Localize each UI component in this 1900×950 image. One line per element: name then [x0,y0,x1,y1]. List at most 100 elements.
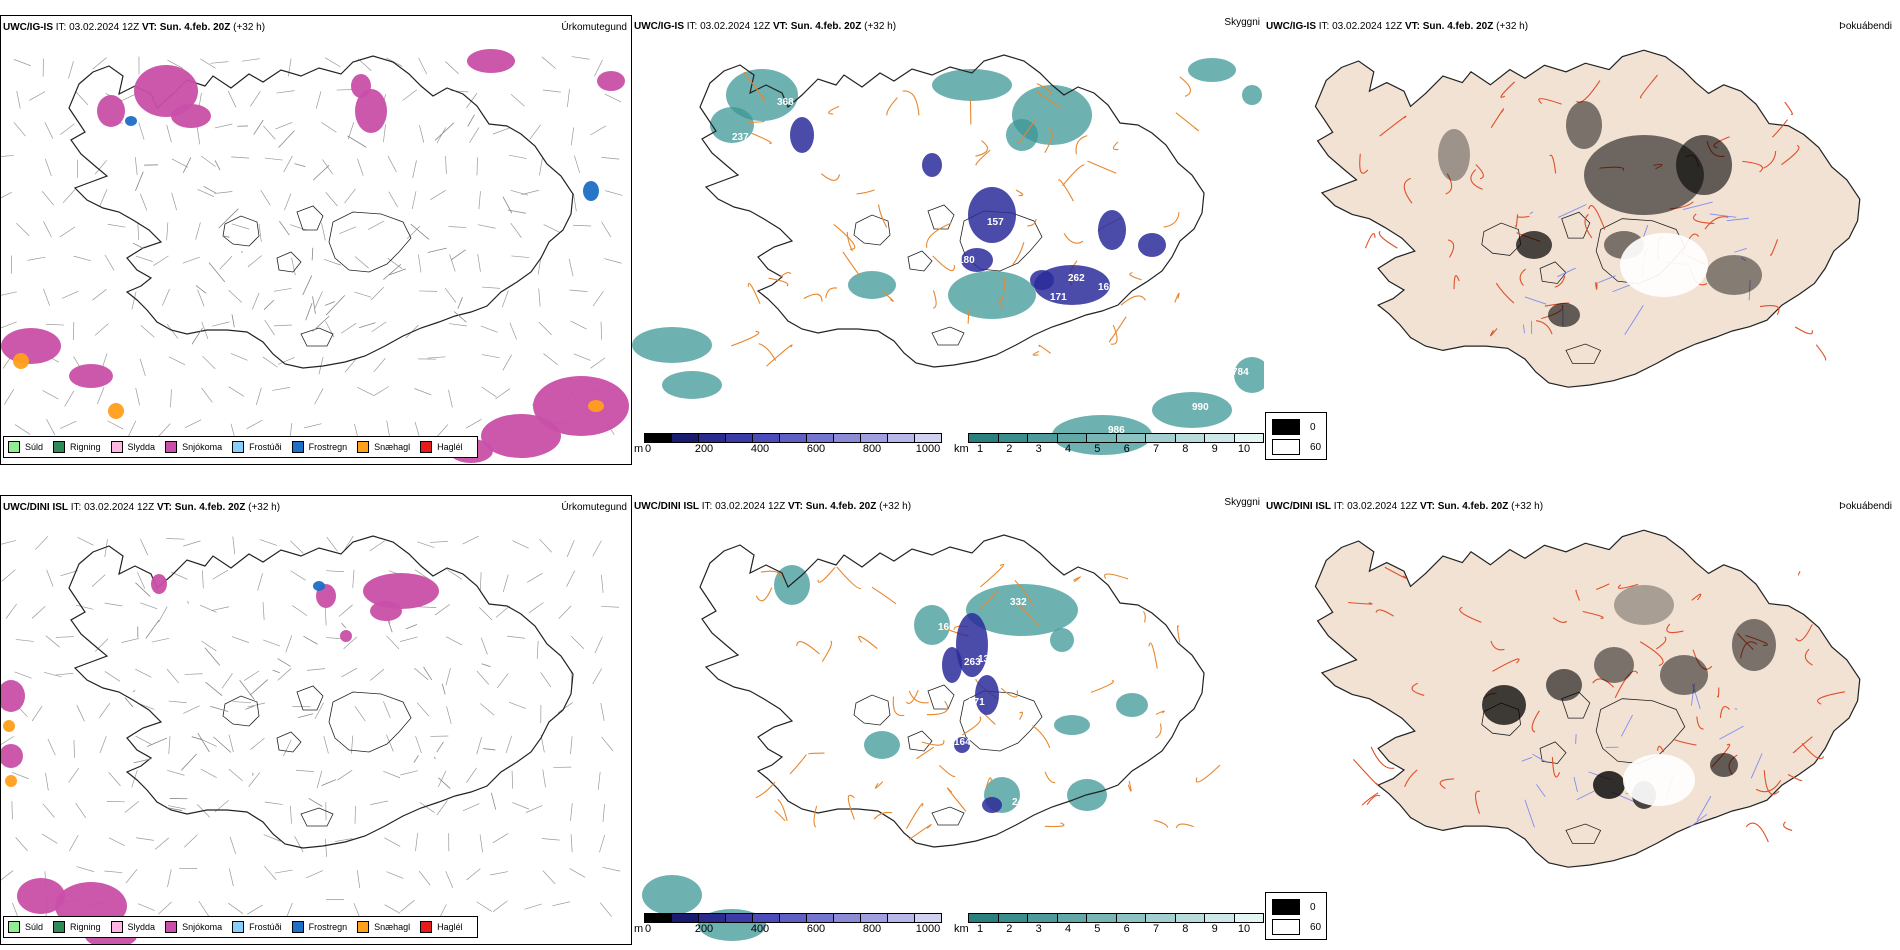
road-line [1062,164,1085,187]
wind-barb [399,636,418,642]
legend-label: Frostregn [308,442,348,452]
ceiling-area [961,248,993,272]
road-line [871,586,897,605]
wind-barb [198,900,209,917]
wind-barb [154,837,169,850]
wind-barb [140,325,155,338]
colorbar-step [1234,434,1263,442]
wind-barb [505,735,512,754]
wind-barb [570,834,573,853]
iceland-coastline [699,54,1205,368]
road-line [410,223,430,240]
road-line [921,740,945,746]
wind-barb [14,671,32,679]
legend-item: Frostregn [291,441,348,453]
road-line [886,97,898,116]
wind-barb [511,255,530,258]
wind-barb [27,256,46,261]
wind-barb [35,536,48,550]
wind-barb [337,769,353,781]
fog-index-area [1710,753,1738,777]
visibility-area [1116,693,1148,717]
wind-barb [325,192,338,207]
precip-area [134,65,198,117]
wind-barb [512,540,529,549]
wind-barb [476,670,490,685]
road-line [1795,624,1813,642]
fog-legend-2: 0 60 [1265,892,1327,940]
wind-barb [411,191,417,210]
wind-barb [276,90,295,94]
wind-barb [492,900,508,912]
wind-barb [481,286,500,289]
wind-barb [60,570,78,577]
wind-barb [338,604,353,617]
precip-area [171,104,211,128]
road-line [979,588,999,611]
visibility-area [774,565,810,605]
wind-barb [512,802,530,810]
wind-barb [339,226,357,235]
wind-barb [166,538,185,540]
wind-barb [263,639,281,647]
wind-barb [135,668,152,678]
road-line [147,737,168,747]
colorbar-step [888,434,915,442]
wind-barb [137,903,155,911]
wind-barb [538,321,552,336]
colorbar-tick-label: 600 [806,443,826,455]
road-line [881,290,894,302]
wind-barb [292,605,308,616]
road-line [214,160,221,171]
wind-barb [158,901,172,915]
road-line [1554,275,1566,288]
fog-dark-swatch [1272,899,1300,915]
panel-header: UWC/DINI ISL IT: 03.02.2024 12Z VT: Sun.… [634,501,912,512]
road-line [1781,144,1800,166]
wind-barb [228,768,243,782]
road-line [760,570,783,580]
wind-barb [592,540,602,557]
wind-barb [326,570,345,573]
road-line [768,277,789,287]
legend-swatch [420,441,433,453]
glacier-outline [1595,698,1686,764]
wind-barb [290,540,304,554]
wind-barb [73,739,75,758]
road-line [197,733,210,753]
ceiling-value-label: 138 [986,667,1003,678]
wind-barb [569,289,588,292]
road-line [983,712,996,725]
wind-barb [371,321,387,333]
wind-barb [592,668,603,685]
colorbar-tick-label: 4 [1064,443,1072,455]
colorbar-step [807,914,834,922]
legend-item: Frostregn [291,921,347,933]
wind-barb [386,57,403,67]
wind-barb [211,321,230,327]
wind-barb [273,324,292,327]
road-line [213,736,232,753]
wind-barb [140,602,158,610]
colorbar-tick-label: 1 [976,923,984,935]
river-line [1557,267,1576,278]
wind-barb [592,291,604,307]
wind-barb [294,836,304,853]
wind-barb [314,702,324,719]
road-line [1704,216,1729,230]
wind-barb [290,570,306,581]
precip-map-1 [1,49,629,463]
wind-barb [368,220,385,230]
wind-barb [41,190,54,206]
road-line [1378,230,1398,249]
wind-barb [16,90,21,109]
wind-barb [466,93,478,109]
wind-barb [476,901,492,912]
road-line [925,222,952,248]
road-line [779,272,792,278]
wind-barb [250,737,265,750]
wind-barb [529,124,541,140]
precip-area [351,74,371,98]
road-line [873,811,893,820]
wind-barb [566,570,576,587]
